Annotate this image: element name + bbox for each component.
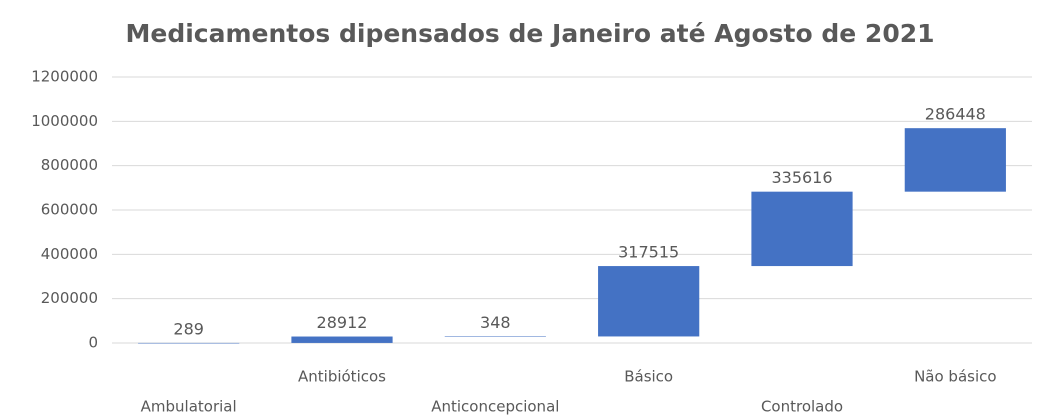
value-label: 28912 bbox=[317, 313, 368, 332]
y-tick-label: 1000000 bbox=[31, 112, 98, 130]
bar bbox=[444, 336, 546, 337]
bar bbox=[138, 342, 240, 344]
value-label: 289 bbox=[173, 319, 204, 338]
x-tick-label: Básico bbox=[624, 368, 673, 386]
value-label: 317515 bbox=[618, 243, 679, 262]
x-tick-label: Anticoncepcional bbox=[431, 398, 559, 416]
y-tick-label: 800000 bbox=[41, 156, 98, 174]
x-tick-label: Antibióticos bbox=[298, 368, 386, 386]
bar bbox=[291, 336, 393, 343]
x-tick-label: Controlado bbox=[761, 398, 843, 416]
x-tick-label: Ambulatorial bbox=[141, 398, 237, 416]
x-tick-label: Não básico bbox=[914, 368, 996, 386]
y-tick-label: 600000 bbox=[41, 201, 98, 219]
chart-title: Medicamentos dipensados de Janeiro até A… bbox=[125, 19, 934, 48]
y-tick-label: 200000 bbox=[41, 289, 98, 307]
bar bbox=[598, 266, 700, 337]
value-label: 348 bbox=[480, 313, 511, 332]
value-label: 335616 bbox=[771, 168, 832, 187]
bar bbox=[904, 128, 1006, 192]
value-label: 286448 bbox=[925, 105, 986, 124]
bar bbox=[751, 191, 853, 267]
y-tick-label: 400000 bbox=[41, 245, 98, 263]
y-tick-label: 0 bbox=[88, 334, 98, 352]
y-tick-label: 1200000 bbox=[31, 68, 98, 86]
